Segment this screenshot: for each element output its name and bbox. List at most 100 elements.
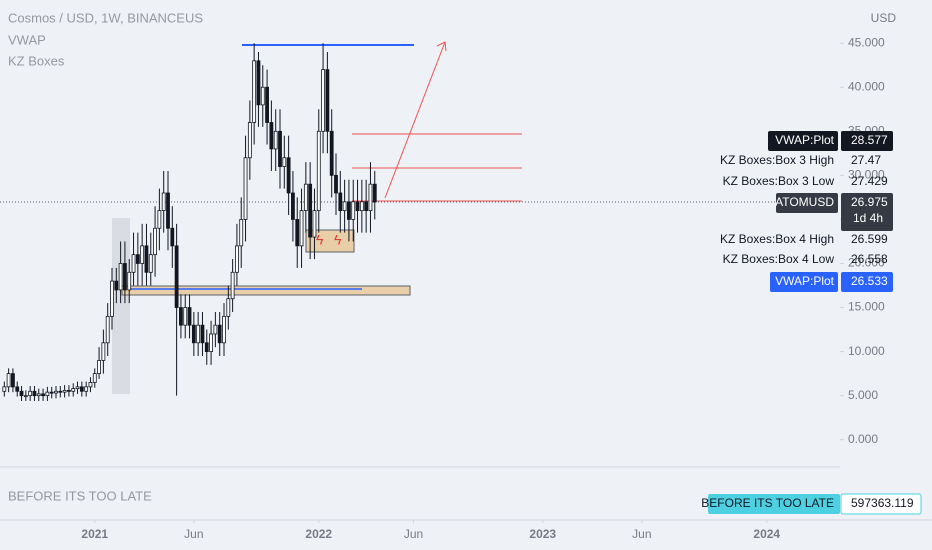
price-label-value: 26.558 xyxy=(851,252,888,266)
candle-body xyxy=(303,183,308,212)
price-label-value: 26.599 xyxy=(851,232,888,246)
candle-body xyxy=(226,298,231,317)
candle-body xyxy=(347,201,351,220)
candle-body xyxy=(123,263,127,291)
price-label-countdown: 1d 4h xyxy=(853,211,883,225)
x-tick-label: 2024 xyxy=(753,527,780,541)
candle-body xyxy=(6,373,11,388)
candle-body xyxy=(11,373,15,388)
unit-label: USD xyxy=(871,11,897,25)
candle-body xyxy=(84,386,89,392)
candle-body xyxy=(19,390,24,397)
candle-body xyxy=(364,201,369,212)
candle-body xyxy=(71,388,76,392)
indicator-value: 597363.119 xyxy=(851,496,914,510)
indicator-name: VWAP xyxy=(8,32,46,47)
candle-body xyxy=(67,389,71,392)
candle-body xyxy=(256,60,261,106)
price-label-value-bg xyxy=(841,272,893,292)
candle-body xyxy=(110,280,114,317)
candle-body xyxy=(131,254,136,273)
candle-body xyxy=(170,227,175,247)
candle-body xyxy=(45,391,50,397)
projection-arrow xyxy=(384,41,446,199)
candle-body xyxy=(101,342,106,361)
indicator-name-label: BEFORE ITS TOO LATE xyxy=(701,496,834,510)
candle-body xyxy=(196,324,201,344)
candle-body xyxy=(200,324,205,344)
candle-body xyxy=(209,333,213,353)
price-label-value-bg xyxy=(841,193,893,231)
candle-body xyxy=(36,393,41,397)
candle-body xyxy=(247,122,252,159)
price-label-value: 28.577 xyxy=(851,133,888,147)
candle-body xyxy=(260,86,265,106)
x-tick-label: 2023 xyxy=(529,527,556,541)
candle-body xyxy=(79,386,84,392)
range-shade xyxy=(112,218,130,394)
candle-body xyxy=(75,386,80,390)
candle-body xyxy=(191,324,196,344)
candle-body xyxy=(2,386,7,392)
y-tick-label: 45.000 xyxy=(848,35,885,49)
y-tick-label: 15.000 xyxy=(848,300,885,314)
candle-body xyxy=(157,210,162,229)
candle-body xyxy=(187,307,192,326)
candle-body xyxy=(282,157,287,167)
candle-body xyxy=(342,201,347,212)
candle-body xyxy=(58,390,63,393)
candle-body xyxy=(144,245,149,273)
y-tick-label: 10.000 xyxy=(848,344,885,358)
candle-body xyxy=(32,390,37,397)
price-label-name: VWAP:Plot xyxy=(775,133,835,147)
candle-body xyxy=(114,280,119,291)
candle-body xyxy=(28,390,33,397)
candle-body xyxy=(368,183,373,212)
price-label-name: VWAP:Plot xyxy=(775,274,835,288)
price-label-value: 27.429 xyxy=(851,174,888,188)
x-tick-label: Jun xyxy=(632,527,651,541)
candle-body xyxy=(239,219,244,247)
candle-body xyxy=(179,307,183,326)
x-tick-label: Jun xyxy=(404,527,423,541)
bolt-icon: ϟ xyxy=(316,232,324,248)
candle-body xyxy=(252,60,257,123)
price-label-name-bg xyxy=(768,131,838,151)
indicator-value-bg xyxy=(840,493,922,515)
candle-body xyxy=(62,389,67,393)
candle-body xyxy=(213,324,218,335)
candle-body xyxy=(329,130,334,176)
candle-body xyxy=(174,245,179,308)
price-label-name: KZ Boxes:Box 4 High xyxy=(720,232,834,246)
price-label-name: KZ Boxes:Box 3 Low xyxy=(723,174,835,188)
price-label-name-bg xyxy=(776,193,838,213)
candle-body xyxy=(351,201,356,220)
price-label-value: 26.975 xyxy=(851,195,888,209)
y-tick-label: 30.000 xyxy=(848,168,885,182)
indicator-name: KZ Boxes xyxy=(8,53,65,68)
candle-body xyxy=(355,201,360,212)
bolt-icon: ϟ xyxy=(334,232,342,248)
price-label-name: ATOMUSD xyxy=(775,195,834,209)
candle-body xyxy=(118,263,123,291)
candle-body xyxy=(273,130,278,150)
candle-body xyxy=(286,157,291,194)
candle-body xyxy=(230,271,235,300)
kz-box xyxy=(305,229,355,253)
candle-body xyxy=(295,219,300,247)
candle-body xyxy=(222,315,226,344)
candle-body xyxy=(243,157,248,220)
candle-body xyxy=(127,271,132,291)
price-label-value: 26.533 xyxy=(851,274,888,288)
candle-body xyxy=(148,254,153,273)
candle-body xyxy=(23,395,28,398)
y-tick-label: 5.000 xyxy=(848,388,878,402)
indicator-name-bg xyxy=(708,494,840,514)
price-label-value-bg xyxy=(841,131,893,151)
y-tick-label: 20.000 xyxy=(848,256,885,270)
candle-body xyxy=(54,390,58,394)
price-label-value: 27.47 xyxy=(851,153,881,167)
candle-body xyxy=(338,192,343,212)
candle-body xyxy=(278,130,282,167)
